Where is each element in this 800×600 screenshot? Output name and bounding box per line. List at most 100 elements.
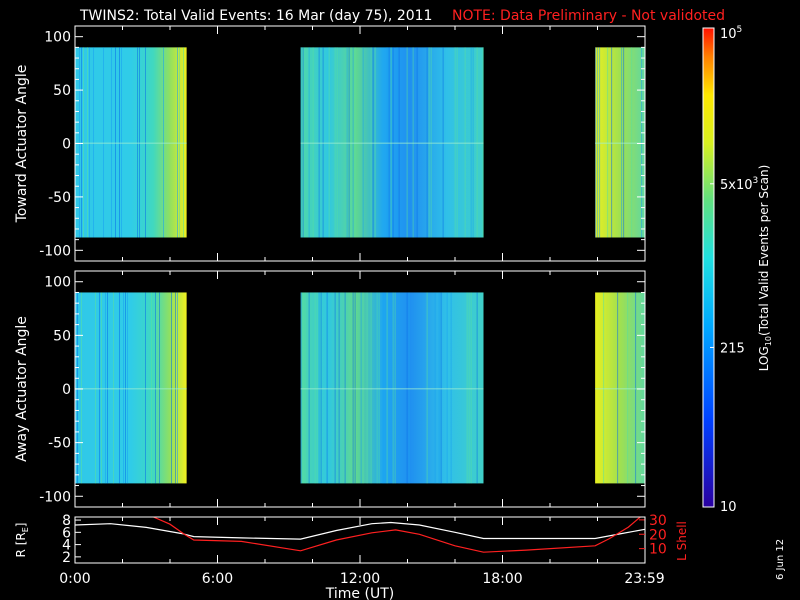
data-stripe: [476, 47, 478, 238]
data-stripe: [396, 47, 398, 238]
data-stripe: [360, 292, 362, 484]
zero-row: [595, 142, 645, 144]
data-stripe: [354, 47, 356, 238]
colorbar-tick-label: 105: [720, 25, 742, 42]
data-stripe: [179, 47, 180, 238]
data-stripe: [125, 292, 126, 484]
data-stripe: [334, 47, 336, 238]
data-stripe: [81, 47, 82, 238]
y-tick-label: 100: [44, 275, 71, 291]
y-tick-label: -50: [48, 190, 71, 206]
data-stripe: [623, 47, 625, 238]
data-stripe: [382, 292, 384, 484]
zero-row: [75, 142, 187, 144]
y-tick-label: 100: [44, 30, 71, 46]
data-block: [595, 292, 645, 484]
panel-toward-heatmap: -100 -50 0 50 100 Toward Actuator Angle: [14, 25, 646, 262]
y-axis-label: Toward Actuator Angle: [14, 65, 30, 224]
y-tick-label: 0: [62, 137, 71, 153]
preliminary-note: NOTE: Data Preliminary - Not validoted: [452, 8, 725, 24]
data-stripe: [611, 47, 613, 238]
data-stripe: [127, 292, 128, 484]
zero-row: [75, 388, 187, 390]
data-stripe: [183, 47, 184, 238]
data-stripe: [388, 47, 390, 238]
data-stripe: [408, 292, 410, 484]
data-stripe: [378, 292, 380, 484]
data-stripe: [428, 47, 430, 238]
colorbar-label: LOG10(Total Valid Events per Scan): [757, 165, 773, 372]
y-tick-label: -50: [48, 436, 71, 452]
r-series-line: [75, 521, 645, 540]
data-stripe: [302, 292, 304, 484]
data-stripe: [466, 292, 468, 484]
data-stripe: [314, 292, 316, 484]
y-tick-label: 2: [62, 550, 71, 566]
data-stripe: [390, 47, 392, 238]
x-tick-label: 23:59: [624, 571, 664, 587]
data-stripe: [464, 47, 466, 238]
data-stripe: [348, 47, 350, 238]
y-tick-label: 8: [62, 513, 71, 529]
data-stripe: [627, 292, 629, 484]
data-stripe: [89, 47, 90, 238]
data-stripe: [472, 47, 474, 238]
data-stripe: [370, 292, 372, 484]
y-tick-label: -100: [39, 243, 71, 259]
data-stripe: [79, 47, 80, 238]
data-stripe: [607, 47, 609, 238]
data-stripe: [308, 47, 310, 238]
x-tick-label: 18:00: [482, 571, 522, 587]
data-stripe: [454, 47, 456, 238]
data-stripe: [346, 47, 348, 238]
data-stripe: [354, 292, 356, 484]
data-block: [595, 47, 645, 238]
data-stripe: [139, 47, 140, 238]
data-stripe: [101, 292, 102, 484]
y-tick-label: 6: [62, 525, 71, 541]
y-tick-label: -100: [39, 489, 71, 505]
date-stamp: 6 Jun 12: [775, 539, 786, 580]
zero-row: [300, 388, 484, 390]
data-stripe: [119, 292, 120, 484]
data-stripe: [374, 47, 376, 238]
data-stripe: [641, 47, 643, 238]
y-right-tick-label: 10: [649, 542, 667, 558]
data-stripe: [103, 47, 104, 238]
data-stripe: [438, 292, 440, 484]
data-block: [300, 47, 484, 238]
data-stripe: [599, 47, 601, 238]
data-stripe: [322, 47, 324, 238]
data-stripe: [338, 292, 340, 484]
data-stripe: [392, 292, 394, 484]
y-tick-label: 50: [53, 328, 71, 344]
data-stripe: [121, 47, 122, 238]
data-stripe: [370, 47, 372, 238]
data-stripe: [597, 47, 599, 238]
colorbar: 10 215 5x103 105 LOG10(Total Valid Events pe…: [702, 25, 773, 515]
data-stripe: [119, 47, 120, 238]
data-stripe: [621, 47, 623, 238]
data-stripe: [87, 47, 88, 238]
data-stripe: [406, 292, 408, 484]
data-block: [75, 47, 187, 238]
data-stripe: [81, 292, 82, 484]
data-stripe: [376, 292, 378, 484]
data-stripe: [111, 47, 112, 238]
data-stripe: [434, 292, 436, 484]
data-stripe: [416, 47, 418, 238]
data-stripe: [95, 292, 96, 484]
y-axis-label-right: L Shell: [675, 521, 689, 561]
data-stripe: [115, 47, 116, 238]
data-stripe: [328, 47, 330, 238]
data-stripe: [406, 47, 408, 238]
lshell-series-line: [153, 517, 641, 553]
data-stripe: [595, 47, 597, 238]
data-stripe: [175, 292, 176, 484]
data-stripe: [145, 292, 146, 484]
data-stripe: [300, 47, 302, 238]
data-stripe: [394, 292, 396, 484]
data-stripe: [470, 292, 472, 484]
zero-row: [300, 142, 484, 144]
data-stripe: [304, 292, 306, 484]
